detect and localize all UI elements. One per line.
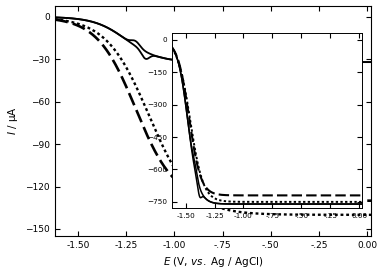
X-axis label: $E$ (V, $vs.$ Ag / AgCl): $E$ (V, $vs.$ Ag / AgCl) [163, 255, 263, 270]
Y-axis label: $I$ / μA: $I$ / μA [6, 106, 20, 135]
